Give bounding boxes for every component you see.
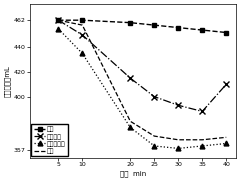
加氧条件下 (57, 28, 60, 30)
空白 (81, 19, 84, 21)
空白 (177, 26, 180, 29)
化学处理 (177, 104, 180, 106)
Line: 厌氧: 厌氧 (58, 20, 226, 140)
加氧条件下 (81, 52, 84, 54)
厌氧 (57, 19, 60, 21)
化学处理 (81, 34, 84, 36)
化学处理 (153, 96, 156, 98)
X-axis label: 时间  min: 时间 min (120, 170, 146, 177)
化学处理 (129, 77, 132, 79)
加氧条件下 (201, 145, 204, 147)
空白 (225, 31, 228, 34)
Line: 加氧条件下: 加氧条件下 (56, 26, 229, 151)
厌氧 (129, 120, 132, 122)
加氧条件下 (153, 145, 156, 147)
加氧条件下 (129, 126, 132, 129)
化学处理 (201, 110, 204, 113)
厌氧 (81, 24, 84, 26)
厌氧 (177, 139, 180, 141)
化学处理 (57, 19, 60, 21)
空白 (153, 24, 156, 26)
空白 (129, 22, 132, 24)
厌氧 (225, 136, 228, 138)
化学处理 (225, 83, 228, 85)
Y-axis label: 沉降体积，mL: 沉降体积，mL (4, 65, 11, 97)
空白 (57, 19, 60, 21)
Line: 化学处理: 化学处理 (56, 17, 229, 114)
加氧条件下 (225, 142, 228, 145)
厌氧 (201, 139, 204, 141)
Legend: 空白, 化学处理, 加氧条件下, 厌氧: 空白, 化学处理, 加氧条件下, 厌氧 (31, 124, 68, 156)
厌氧 (153, 135, 156, 137)
空白 (201, 29, 204, 31)
Line: 空白: 空白 (56, 18, 229, 35)
加氧条件下 (177, 147, 180, 150)
